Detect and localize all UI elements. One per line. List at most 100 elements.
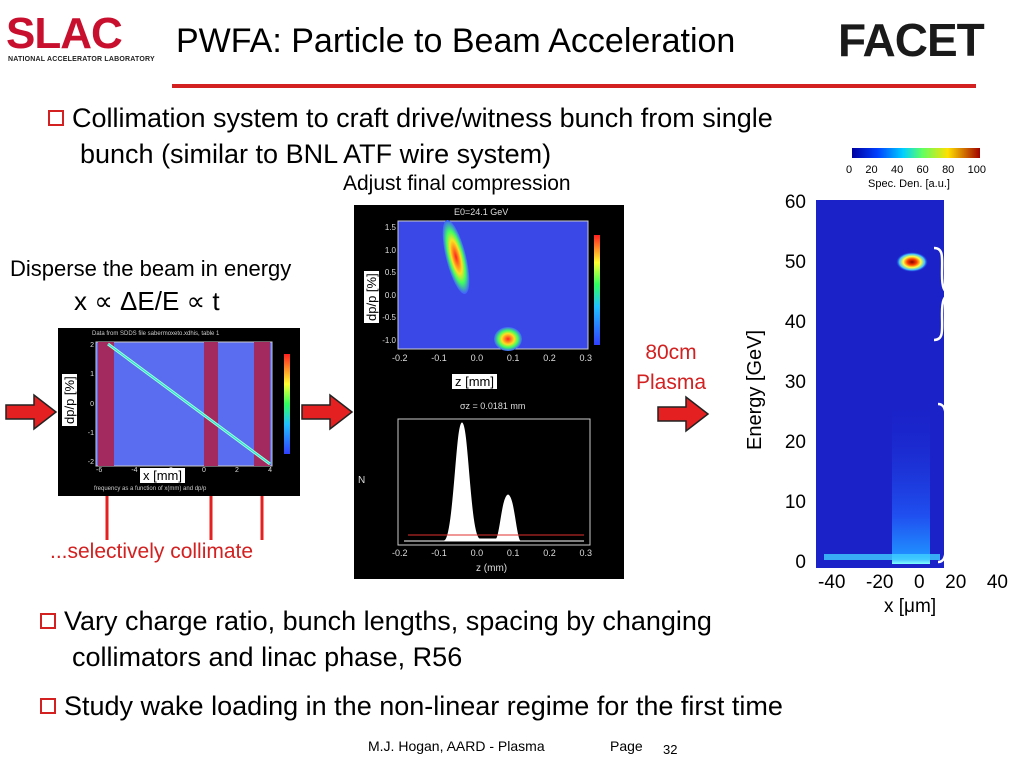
colorbar-tick: 60 [916,164,929,176]
y-tick: -2 [87,459,94,466]
y-tick: 1 [90,371,94,379]
colorbar-tick: 40 [890,164,904,176]
y-axis-label: dp/p [%] [364,271,379,323]
footer-page-label: Page [610,738,643,754]
y-axis-label: Energy [GeV] [744,329,766,450]
y-tick: 1.0 [384,245,396,255]
adjust-compression-label: Adjust final compression [343,172,571,195]
proportionality-label: x ∝ ΔE/E ∝ t [74,286,220,316]
bullet-box-icon [48,110,64,126]
y-tick: 2 [90,342,94,349]
colorbar-tick: 20 [865,164,878,176]
arrow-right-icon [657,395,710,433]
bullet-text: Study wake loading in the non-linear reg… [64,691,783,721]
bullet-text: collimators and linac phase, R56 [72,642,463,672]
middle-plots-panel: E0=24.1 GeV 1.5 1.0 0.5 0.0 -0.5 -1.0 -0… [354,205,624,579]
x-axis-ticks: -40 -20 0 20 40 [818,572,1008,594]
slac-logo: SLAC [6,9,123,58]
y-tick: 30 [784,372,806,393]
x-tick: 0 [202,467,206,474]
x-tick: -20 [866,572,894,593]
y-tick: 1.5 [384,223,396,232]
colorbar-label: Spec. Den. [a.u.] [868,178,950,190]
x-tick: 0.3 [579,353,592,363]
arrow-right-icon [301,393,354,431]
x-tick: -0.1 [431,548,447,558]
y-axis-label: N [358,475,366,486]
slac-logo-subtitle: NATIONAL ACCELERATOR LABORATORY [8,56,155,63]
y-tick: 10 [784,492,806,513]
y-tick: 0 [90,400,94,408]
y-axis-ticks: 1.5 1.0 0.5 0.0 -0.5 -1.0 [376,223,396,345]
title-divider [172,84,976,88]
collimate-label: ...selectively collimate [50,540,254,563]
x-tick: 0 [914,572,925,593]
y-tick: -1.0 [382,335,396,345]
footer-author: M.J. Hogan, AARD - Plasma [368,738,545,754]
y-tick: 50 [784,252,806,273]
bullet-box-icon [40,698,56,714]
bottom-plot-title: σz = 0.0181 mm [460,401,526,411]
x-tick: 0.2 [543,353,556,363]
x-axis-ticks: -0.2 -0.1 0.0 0.1 0.2 0.3 [392,548,592,558]
y-tick: -0.5 [382,313,396,323]
collimator-pointers [105,492,264,540]
x-tick: -40 [818,572,846,593]
x-tick: 2 [235,467,239,474]
y-tick: 20 [784,432,806,453]
drive-bunch-label: Drive Bunch [962,463,1002,497]
x-tick: 0.3 [579,548,592,558]
facet-logo: FACET [838,14,985,66]
left-energy-position-plot: Data from SDDS file sabermoxeto.xdhis, t… [58,328,300,496]
plasma-label-line2: Plasma [636,371,707,394]
x-axis-ticks: -0.2 -0.1 0.0 0.1 0.2 0.3 [392,353,592,363]
witness-brace-icon [933,246,954,342]
x-tick: -4 [131,467,138,474]
x-axis-label: x [mm] [140,468,185,483]
x-axis-label: z [mm] [452,374,497,389]
y-axis-label: dp/p [%] [62,374,77,426]
x-tick: -0.2 [392,353,408,363]
x-tick: -0.1 [431,353,447,363]
x-tick: -0.2 [392,548,408,558]
plot-header: Data from SDDS file sabermoxeto.xdhis, t… [92,331,220,337]
x-tick: 4 [268,467,272,474]
bullet-collimation: Collimation system to craft drive/witnes… [48,100,908,172]
x-tick: 40 [986,572,1008,593]
y-axis-ticks: 60 50 40 30 20 10 0 [774,192,806,574]
colorbar-ticks: 0 20 40 60 80 100 [846,164,986,176]
y-axis-ticks: 2 1 0 -1 -2 [84,342,94,466]
bullet-text: bunch (similar to BNL ATF wire system) [80,139,552,169]
x-tick: 20 [945,572,967,593]
x-tick: 0.1 [506,353,520,363]
energy-spectrum-plot: 0 20 40 60 80 100 Spec. Den. [a.u.] 60 5… [734,144,1024,624]
x-axis-label: x [μm] [884,596,937,617]
colorbar-tick: 0 [846,164,853,176]
y-tick: 40 [784,312,806,333]
y-tick: 60 [784,192,806,213]
bullet-text: Collimation system to craft drive/witnes… [72,103,773,133]
arrow-right-icon [5,393,58,431]
x-axis-label: z (mm) [476,563,508,574]
y-tick: -1 [87,429,94,437]
x-tick: -6 [96,467,103,474]
bullet-text: Vary charge ratio, bunch lengths, spacin… [64,606,712,636]
y-tick: 0 [795,552,806,573]
slide-title: PWFA: Particle to Beam Acceleration [176,22,736,60]
x-tick: 0.1 [506,548,520,558]
x-tick: 0.0 [470,548,484,558]
bullet-wake-loading: Study wake loading in the non-linear reg… [40,688,940,724]
plasma-label: 80cm Plasma [636,338,706,398]
colorbar-tick: 80 [942,164,955,176]
footer-page-number: 32 [663,742,678,757]
y-tick: 0.5 [384,268,396,278]
y-tick: 0.0 [384,290,396,300]
witness-bunch-label: Witness Bunch [958,269,1008,303]
disperse-label: Disperse the beam in energy [10,256,292,281]
plot-footer: frequency as a function of x(mm) and dp/… [94,486,207,492]
top-plot-title: E0=24.1 GeV [454,207,509,217]
drive-brace-icon [937,402,957,564]
colorbar-tick: 100 [967,164,986,176]
x-tick: 0.2 [543,548,556,558]
plasma-label-line1: 80cm [645,341,697,364]
